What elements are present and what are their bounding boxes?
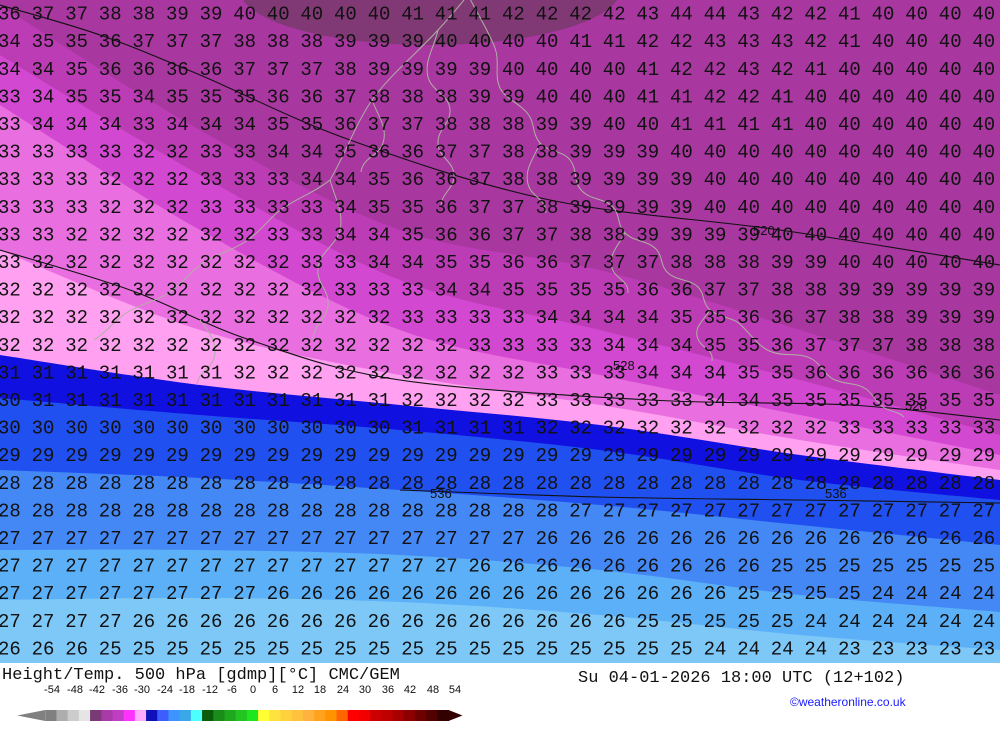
svg-text:-54: -54 <box>44 684 60 696</box>
svg-text:0: 0 <box>250 684 256 696</box>
svg-text:36: 36 <box>382 684 394 696</box>
svg-text:Su 04-01-2026 18:00 UTC (12+10: Su 04-01-2026 18:00 UTC (12+102) <box>578 669 904 688</box>
svg-text:18: 18 <box>314 684 326 696</box>
svg-text:©weatheronline.co.uk: ©weatheronline.co.uk <box>790 695 907 709</box>
svg-text:-6: -6 <box>227 684 237 696</box>
svg-text:6: 6 <box>272 684 278 696</box>
svg-text:12: 12 <box>292 684 304 696</box>
svg-text:48: 48 <box>427 684 439 696</box>
svg-text:-42: -42 <box>89 684 105 696</box>
svg-text:42: 42 <box>404 684 416 696</box>
svg-text:-24: -24 <box>157 684 173 696</box>
svg-text:54: 54 <box>449 684 461 696</box>
svg-text:24: 24 <box>337 684 349 696</box>
svg-text:-18: -18 <box>179 684 195 696</box>
svg-text:30: 30 <box>359 684 371 696</box>
svg-text:Height/Temp. 500 hPa [gdmp][°C: Height/Temp. 500 hPa [gdmp][°C] CMC/GEM <box>2 666 400 685</box>
svg-text:-12: -12 <box>202 684 218 696</box>
svg-text:-48: -48 <box>67 684 83 696</box>
svg-text:-30: -30 <box>134 684 150 696</box>
svg-text:-36: -36 <box>112 684 128 696</box>
